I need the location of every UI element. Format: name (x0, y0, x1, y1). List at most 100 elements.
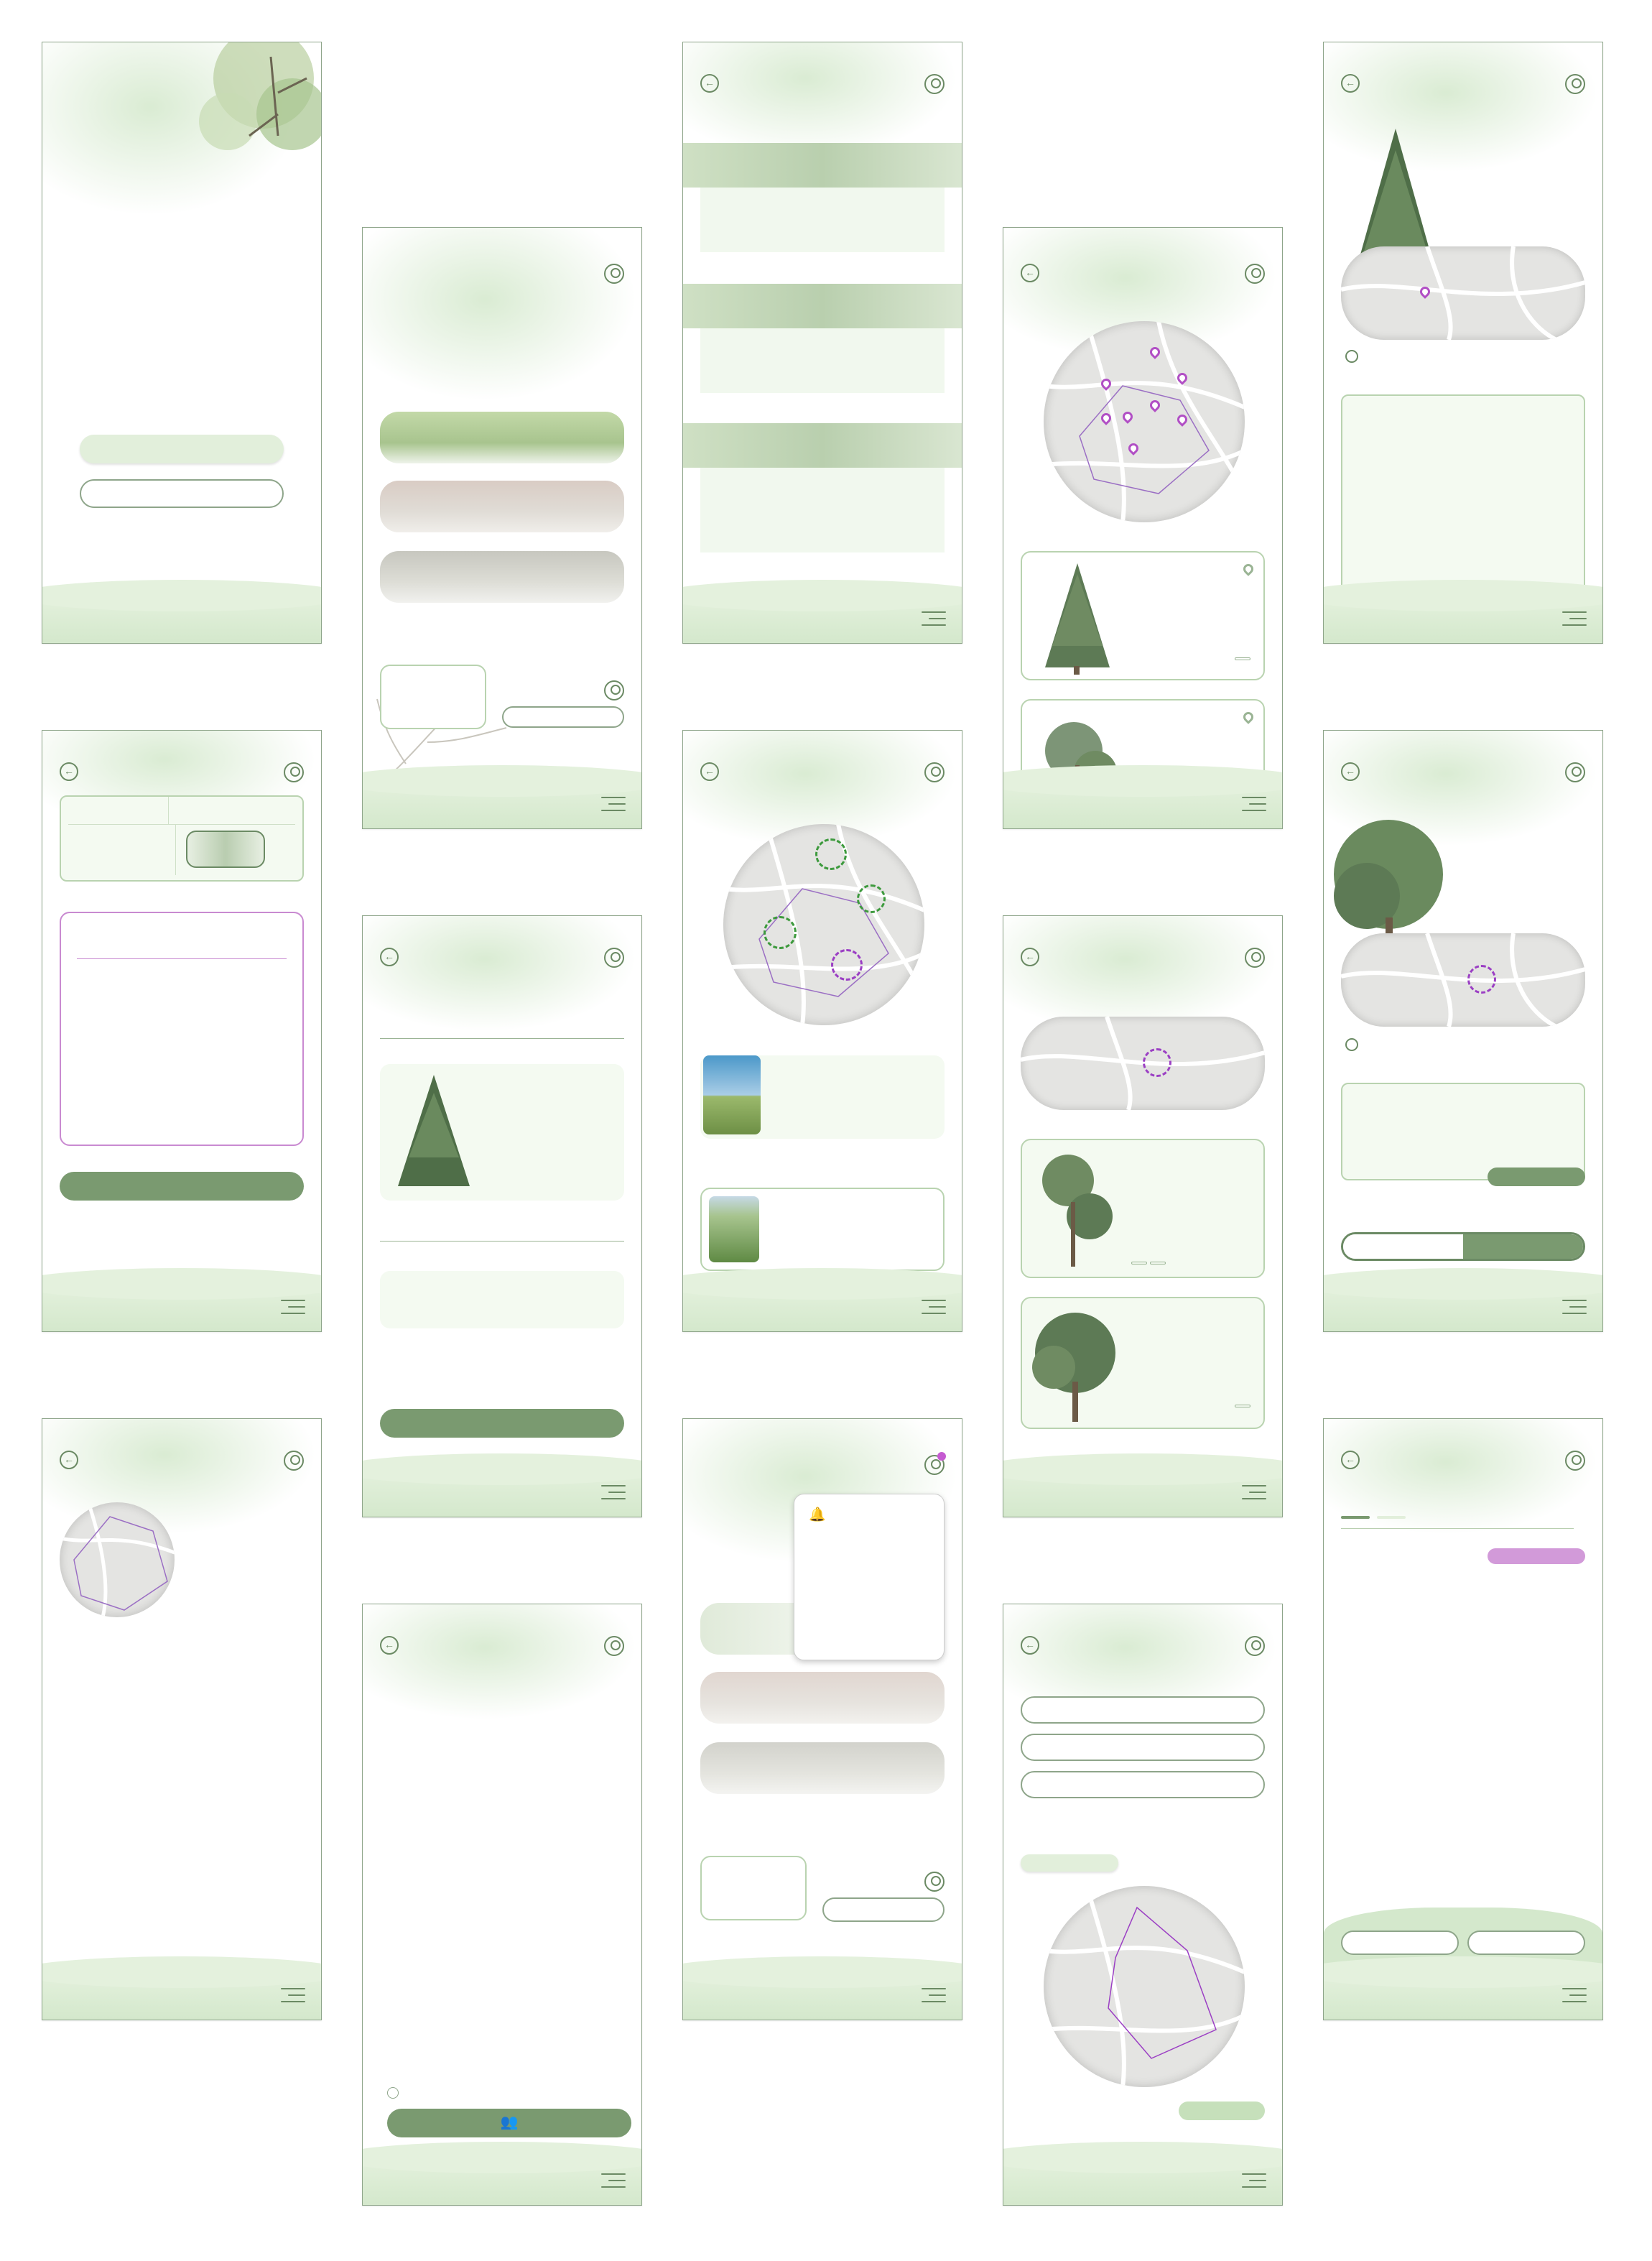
back-icon[interactable]: ← (700, 74, 719, 93)
back-icon[interactable]: ← (1021, 264, 1039, 282)
land-marker[interactable] (815, 838, 847, 870)
add-more-button[interactable] (380, 1409, 624, 1438)
tree-card-gambel-oak[interactable] (1021, 1297, 1265, 1429)
tree-card[interactable] (380, 1064, 624, 1201)
communities-card[interactable] (700, 1742, 945, 1794)
local-work-card[interactable] (380, 412, 624, 463)
current-community-value[interactable] (502, 706, 624, 728)
user-icon[interactable] (1565, 74, 1585, 94)
my-works-button[interactable] (700, 1856, 807, 1920)
user-icon[interactable] (284, 1451, 304, 1471)
land-map[interactable] (723, 824, 924, 1025)
land-map[interactable] (1021, 1017, 1265, 1110)
filter-button[interactable] (1488, 1548, 1585, 1564)
user-icon[interactable] (604, 264, 624, 284)
back-icon[interactable]: ← (1341, 1451, 1360, 1469)
back-icon[interactable]: ← (1021, 1636, 1039, 1655)
join-button[interactable]: 👥 (387, 2109, 631, 2137)
menu-icon[interactable] (1242, 1485, 1266, 1501)
land-marker[interactable] (831, 949, 863, 981)
back-icon[interactable]: ← (60, 1451, 78, 1469)
tab-past-events[interactable] (1377, 1516, 1406, 1519)
change-boundary-link[interactable] (199, 1568, 285, 1581)
menu-icon[interactable] (281, 1988, 305, 2004)
campaigns-card[interactable] (380, 481, 624, 532)
user-icon[interactable] (604, 1636, 624, 1656)
menu-icon[interactable] (601, 1485, 626, 1501)
back-icon[interactable]: ← (1021, 948, 1039, 966)
sign-up-button[interactable] (80, 435, 284, 463)
land-card-1[interactable] (700, 1055, 945, 1139)
navigation-link[interactable] (1345, 350, 1363, 364)
land-marker[interactable] (764, 916, 797, 949)
tree-card-white-fir[interactable] (1021, 551, 1265, 680)
menu-icon[interactable] (1242, 2173, 1266, 2189)
communities-card[interactable] (380, 551, 624, 603)
land-marker[interactable] (1467, 965, 1496, 994)
back-icon[interactable]: ← (60, 762, 78, 781)
campaign-map[interactable] (1044, 1886, 1245, 2087)
menu-icon[interactable] (281, 1300, 305, 1316)
tree-card-bristlecone[interactable] (1021, 1139, 1265, 1278)
menu-icon[interactable] (922, 1988, 946, 2004)
user-icon[interactable] (1565, 1451, 1585, 1471)
chats-button[interactable] (1341, 1931, 1459, 1955)
tree-location-map[interactable] (1341, 246, 1585, 340)
user-icon[interactable] (924, 762, 945, 782)
menu-icon[interactable] (922, 611, 946, 627)
user-icon[interactable] (1565, 762, 1585, 782)
user-icon[interactable] (924, 74, 945, 94)
claim-to-protect-button[interactable] (60, 1172, 304, 1201)
location-pin-icon[interactable] (1241, 710, 1256, 724)
land-map[interactable] (1341, 933, 1585, 1027)
district-input[interactable] (1021, 1771, 1265, 1798)
notification-popup[interactable]: 🔔 (794, 1494, 945, 1660)
draw-button[interactable] (1021, 1854, 1118, 1872)
current-community-value[interactable] (822, 1897, 945, 1922)
native-tag (1235, 657, 1250, 660)
user-icon[interactable] (1245, 1636, 1265, 1656)
land-marker[interactable] (1143, 1048, 1171, 1077)
menu-icon[interactable] (1242, 797, 1266, 813)
back-icon[interactable]: ← (1341, 762, 1360, 781)
menu-icon[interactable] (1562, 1988, 1587, 2004)
user-icon[interactable] (1245, 264, 1265, 284)
news-button[interactable] (1467, 1931, 1585, 1955)
menu-icon[interactable] (1562, 1300, 1587, 1316)
area-map[interactable] (1044, 321, 1245, 522)
back-icon[interactable]: ← (1341, 74, 1360, 93)
privacy-option[interactable] (387, 2087, 404, 2099)
menu-icon[interactable] (1562, 611, 1587, 627)
user-icon[interactable] (284, 762, 304, 782)
navigation-link[interactable] (1345, 1038, 1363, 1052)
next-button[interactable] (1179, 2102, 1265, 2120)
map-roads (1341, 246, 1585, 340)
user-icon[interactable] (604, 948, 624, 968)
menu-icon[interactable] (922, 1300, 946, 1316)
more-button[interactable] (1488, 1168, 1585, 1186)
screen-start-campaign: ← (1003, 1604, 1283, 2206)
from-seed-option[interactable] (1343, 1234, 1463, 1259)
tab-add-event[interactable] (1341, 1516, 1370, 1519)
back-icon[interactable]: ← (380, 948, 399, 966)
header: ← (700, 74, 945, 94)
city-input[interactable] (1021, 1734, 1265, 1761)
grow-toggle[interactable] (1341, 1232, 1585, 1261)
from-sapling-option[interactable] (1463, 1234, 1583, 1259)
location-pin-icon[interactable] (1241, 562, 1256, 576)
menu-icon[interactable] (601, 2173, 626, 2189)
user-icon[interactable] (1245, 948, 1265, 968)
user-icon[interactable] (924, 1455, 945, 1475)
country-input[interactable] (1021, 1696, 1265, 1724)
land-marker[interactable] (857, 884, 886, 913)
land-card-2[interactable] (700, 1188, 945, 1271)
back-icon[interactable]: ← (700, 762, 719, 781)
campaigns-card[interactable] (700, 1672, 945, 1724)
my-works-button[interactable] (380, 665, 486, 729)
log-in-button[interactable] (80, 479, 284, 508)
privacy-checkbox[interactable] (387, 2087, 399, 2099)
header: ← (1341, 74, 1585, 94)
back-icon[interactable]: ← (380, 1636, 399, 1655)
menu-icon[interactable] (601, 797, 626, 813)
boundary-map[interactable] (60, 1502, 175, 1617)
